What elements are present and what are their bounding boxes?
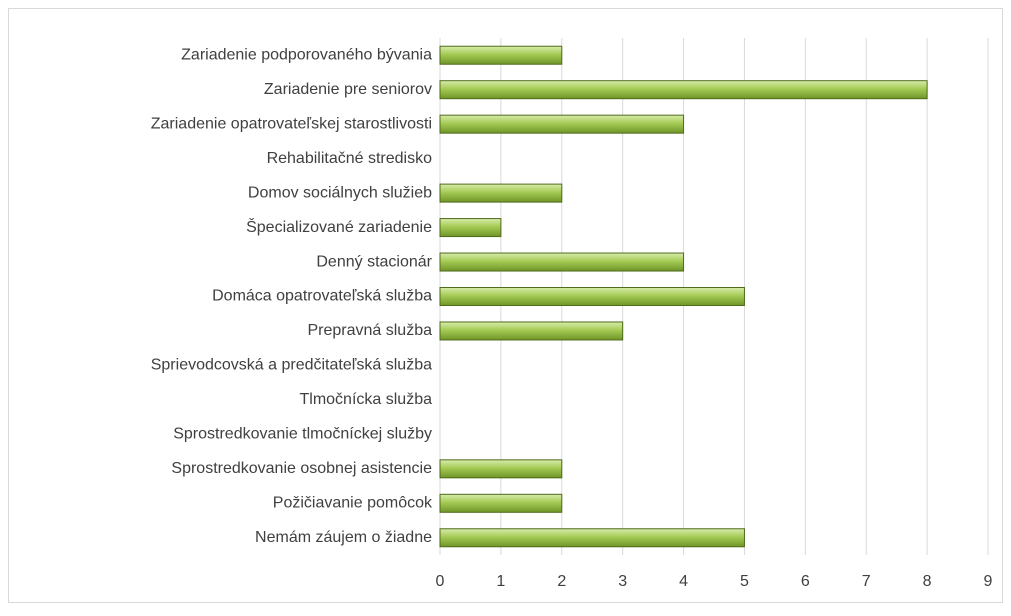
bar (439, 252, 685, 272)
bar (439, 287, 745, 306)
y-tick-label: Špecializované zariadenie (246, 217, 432, 236)
x-tick-label: 5 (740, 573, 749, 590)
bar (439, 114, 685, 134)
y-tick-label: Domov sociálnych služieb (248, 184, 432, 201)
x-tick-label: 8 (923, 573, 932, 590)
bar (439, 183, 563, 203)
y-tick-label: Prepravná služba (307, 322, 432, 339)
y-tick-label: Nemám záujem o žiadne (255, 529, 432, 546)
y-tick-label: Domáca opatrovateľská služba (212, 288, 432, 305)
y-tick-label: Sprostredkovanie osobnej asistencie (171, 460, 432, 477)
bar (439, 321, 624, 341)
x-tick-label: 3 (618, 573, 627, 590)
x-tick-label: 2 (557, 573, 566, 590)
y-tick-label: Zariadenie pre seniorov (264, 81, 432, 98)
y-tick-label: Požičiavanie pomôcok (273, 495, 433, 512)
x-tick-label: 9 (984, 573, 993, 590)
bar (439, 45, 563, 65)
y-tick-label: Rehabilitačné stredisko (267, 150, 433, 167)
bar (439, 218, 502, 238)
x-tick-label: 4 (679, 573, 688, 590)
x-tick-label: 0 (436, 573, 445, 590)
y-tick-label: Denný stacionár (316, 253, 432, 270)
y-tick-label: Tlmočnícka služba (300, 391, 433, 408)
x-tick-label: 7 (862, 573, 871, 590)
x-tick-label: 6 (801, 573, 810, 590)
y-tick-label: Zariadenie podporovaného bývania (181, 46, 432, 63)
y-tick-label: Zariadenie opatrovateľskej starostlivost… (151, 115, 432, 132)
bar (439, 528, 745, 548)
y-tick-label: Sprievodcovská a predčitateľská služba (151, 357, 432, 374)
x-tick-label: 1 (496, 573, 505, 590)
bar (439, 459, 563, 479)
bar (439, 80, 928, 100)
bar (439, 493, 563, 513)
y-tick-label: Sprostredkovanie tlmočníckej služby (173, 426, 432, 443)
